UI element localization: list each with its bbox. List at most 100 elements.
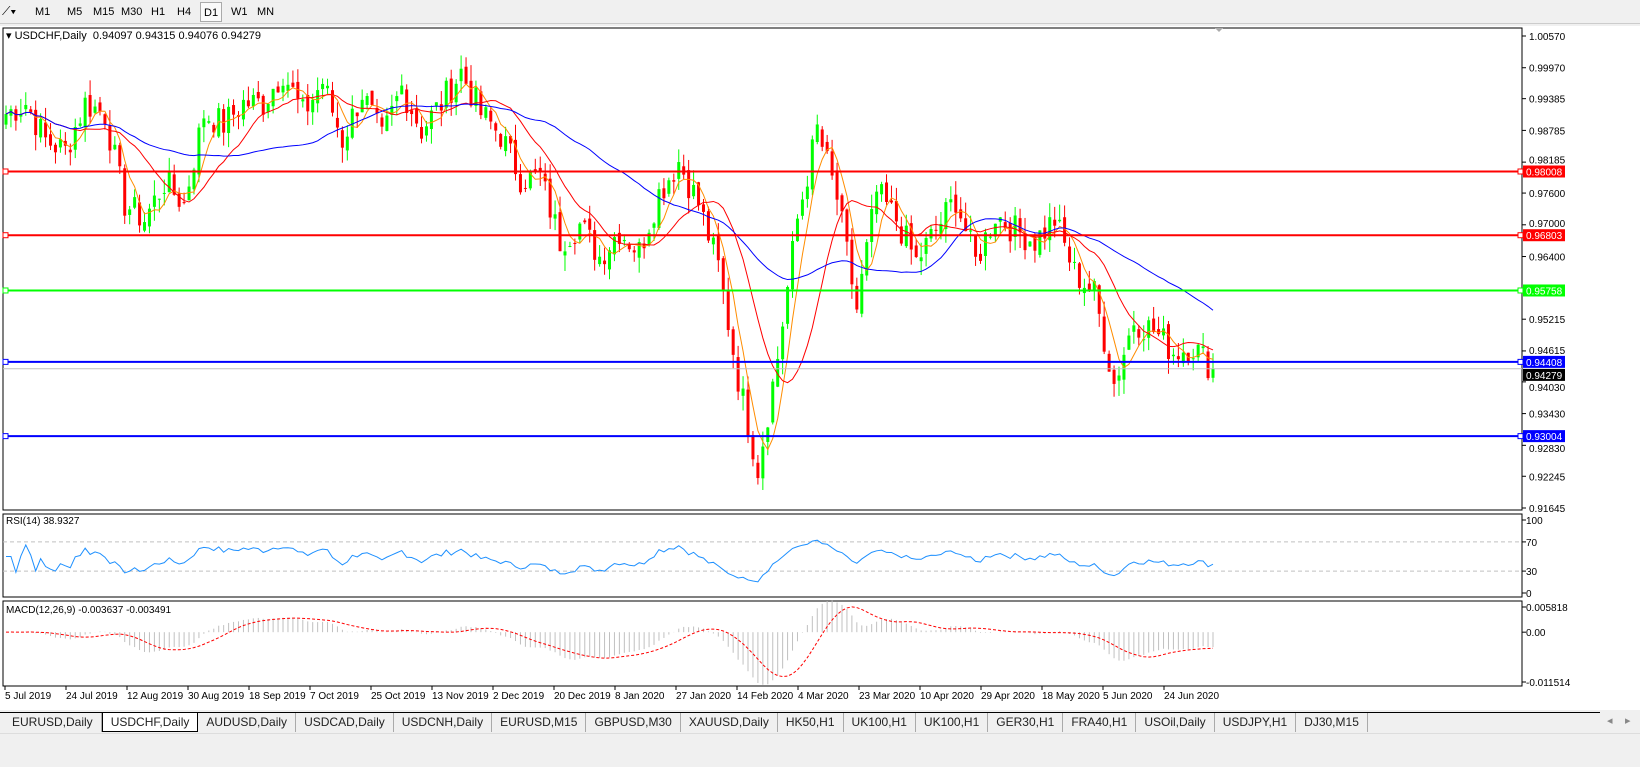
candle-body <box>321 83 325 90</box>
candle-body <box>350 108 354 138</box>
candle-body <box>340 130 344 148</box>
candle-body <box>410 110 414 115</box>
tabs-scroll-right[interactable]: ▸ <box>1625 715 1631 727</box>
chart-tab[interactable]: EURUSD,M15 <box>492 713 587 732</box>
candle-body <box>1176 356 1180 360</box>
timeframe-h1[interactable]: H1 <box>151 6 166 18</box>
chart-tab[interactable]: HK50,H1 <box>778 713 844 732</box>
candle-body <box>133 197 137 208</box>
candle-body <box>988 236 992 238</box>
candle-body <box>306 95 310 112</box>
timeframe-w1[interactable]: W1 <box>231 6 248 18</box>
candle-body <box>1087 283 1091 291</box>
candle-body <box>429 110 433 130</box>
x-tick-label: 24 Jul 2019 <box>66 691 118 702</box>
candle-body <box>652 223 656 228</box>
timeframe-h4[interactable]: H4 <box>177 6 192 18</box>
chart-tab[interactable]: EURUSD,Daily <box>4 713 102 732</box>
candle-body <box>795 218 799 242</box>
x-tick-label: 18 May 2020 <box>1042 691 1100 702</box>
line-anchor <box>2 358 9 365</box>
candle-body <box>504 136 508 152</box>
chart-tab[interactable]: AUDUSD,Daily <box>198 713 297 732</box>
chart-tab[interactable]: GER30,H1 <box>988 713 1064 732</box>
price-tag <box>1523 229 1565 242</box>
chart-tab[interactable]: UK100,H1 <box>844 713 916 732</box>
candle-body <box>415 109 419 124</box>
tabs-scroll-left[interactable]: ◂ <box>1607 715 1613 727</box>
candle-body <box>687 170 691 199</box>
candle-body <box>1092 281 1096 292</box>
chart-canvas[interactable]: 0.98008 0.96803 0.95758 0.94408 0.93004 0.942… <box>0 26 1640 710</box>
y-tick-label: 0.99385 <box>1529 95 1566 106</box>
candle-body <box>1142 339 1146 341</box>
chart-tab[interactable]: UK100,H1 <box>916 713 989 732</box>
candle-body <box>98 102 102 112</box>
candle-body <box>528 170 532 189</box>
price-tag-label: 0.98008 <box>1526 167 1563 178</box>
candle-body <box>469 80 473 106</box>
candle-body <box>88 95 92 117</box>
line-anchor <box>1517 232 1524 239</box>
candle-body <box>271 88 275 107</box>
chart-tab[interactable]: USDCNH,Daily <box>394 713 493 732</box>
candle-body <box>667 180 671 194</box>
candle-body <box>330 90 334 113</box>
candle-body <box>499 134 503 147</box>
timeframe-mn[interactable]: MN <box>257 6 275 18</box>
candle-body <box>232 105 236 115</box>
x-tick-label: 29 Apr 2020 <box>981 691 1035 702</box>
candle-body <box>959 209 963 219</box>
candle-body <box>103 114 107 125</box>
price-tag-label: 0.96803 <box>1526 231 1563 242</box>
chart-tab[interactable]: USDJPY,H1 <box>1215 713 1297 732</box>
candle-body <box>1048 217 1052 241</box>
candle-body <box>969 230 973 232</box>
chart-tab[interactable]: XAUUSD,Daily <box>681 713 778 732</box>
candle-body <box>810 139 814 190</box>
x-tick-label: 24 Jun 2020 <box>1164 691 1219 702</box>
candle-body <box>514 139 518 175</box>
drawing-tools-icon[interactable]: ⟋▾ <box>2 4 17 18</box>
candle-body <box>78 123 82 126</box>
candle-body <box>548 178 552 218</box>
candle-body <box>157 198 161 200</box>
candle-body <box>494 123 498 131</box>
chart-tab[interactable]: USDCHF,Daily <box>101 713 199 732</box>
timeframe-m1[interactable]: M1 <box>35 6 51 18</box>
y-tick-label: 0.97600 <box>1529 189 1566 200</box>
rsi-line <box>6 539 1214 583</box>
line-anchor <box>1517 433 1524 440</box>
chart-tab[interactable]: FRA40,H1 <box>1063 713 1137 732</box>
chart-tab[interactable]: USOil,Daily <box>1136 713 1215 732</box>
candle-body <box>815 124 819 142</box>
x-tick-label: 10 Apr 2020 <box>920 691 974 702</box>
chart-window[interactable]: 0.98008 0.96803 0.95758 0.94408 0.93004 0.942… <box>0 26 1640 710</box>
candle-body <box>489 110 493 122</box>
candle-body <box>706 211 710 241</box>
candle-body <box>58 139 62 148</box>
candle-body <box>1166 324 1170 359</box>
candle-body <box>979 253 983 261</box>
chart-tab[interactable]: USDCAD,Daily <box>296 713 394 732</box>
status-bar <box>0 733 1640 767</box>
x-tick-label: 2 Dec 2019 <box>493 691 545 702</box>
candle-body <box>222 109 226 133</box>
timeframe-m5[interactable]: M5 <box>67 6 83 18</box>
price-tag <box>1523 165 1565 178</box>
timeframe-m15[interactable]: M15 <box>93 6 115 18</box>
candle-body <box>637 242 641 258</box>
y-tick-label: 0.91645 <box>1529 504 1566 515</box>
chart-tab[interactable]: GBPUSD,M30 <box>586 713 681 732</box>
candle-body <box>716 235 720 261</box>
candle-body <box>786 286 790 324</box>
chart-tab[interactable]: DJ30,M15 <box>1296 713 1368 732</box>
candle-body <box>281 85 285 93</box>
timeframe-m30[interactable]: M30 <box>121 6 143 18</box>
candle-body <box>34 109 38 136</box>
candle-body <box>598 256 602 265</box>
line-anchor <box>2 232 9 239</box>
x-tick-label: 14 Feb 2020 <box>737 691 794 702</box>
candle-body <box>746 389 750 437</box>
timeframe-d1[interactable]: D1 <box>200 2 223 22</box>
